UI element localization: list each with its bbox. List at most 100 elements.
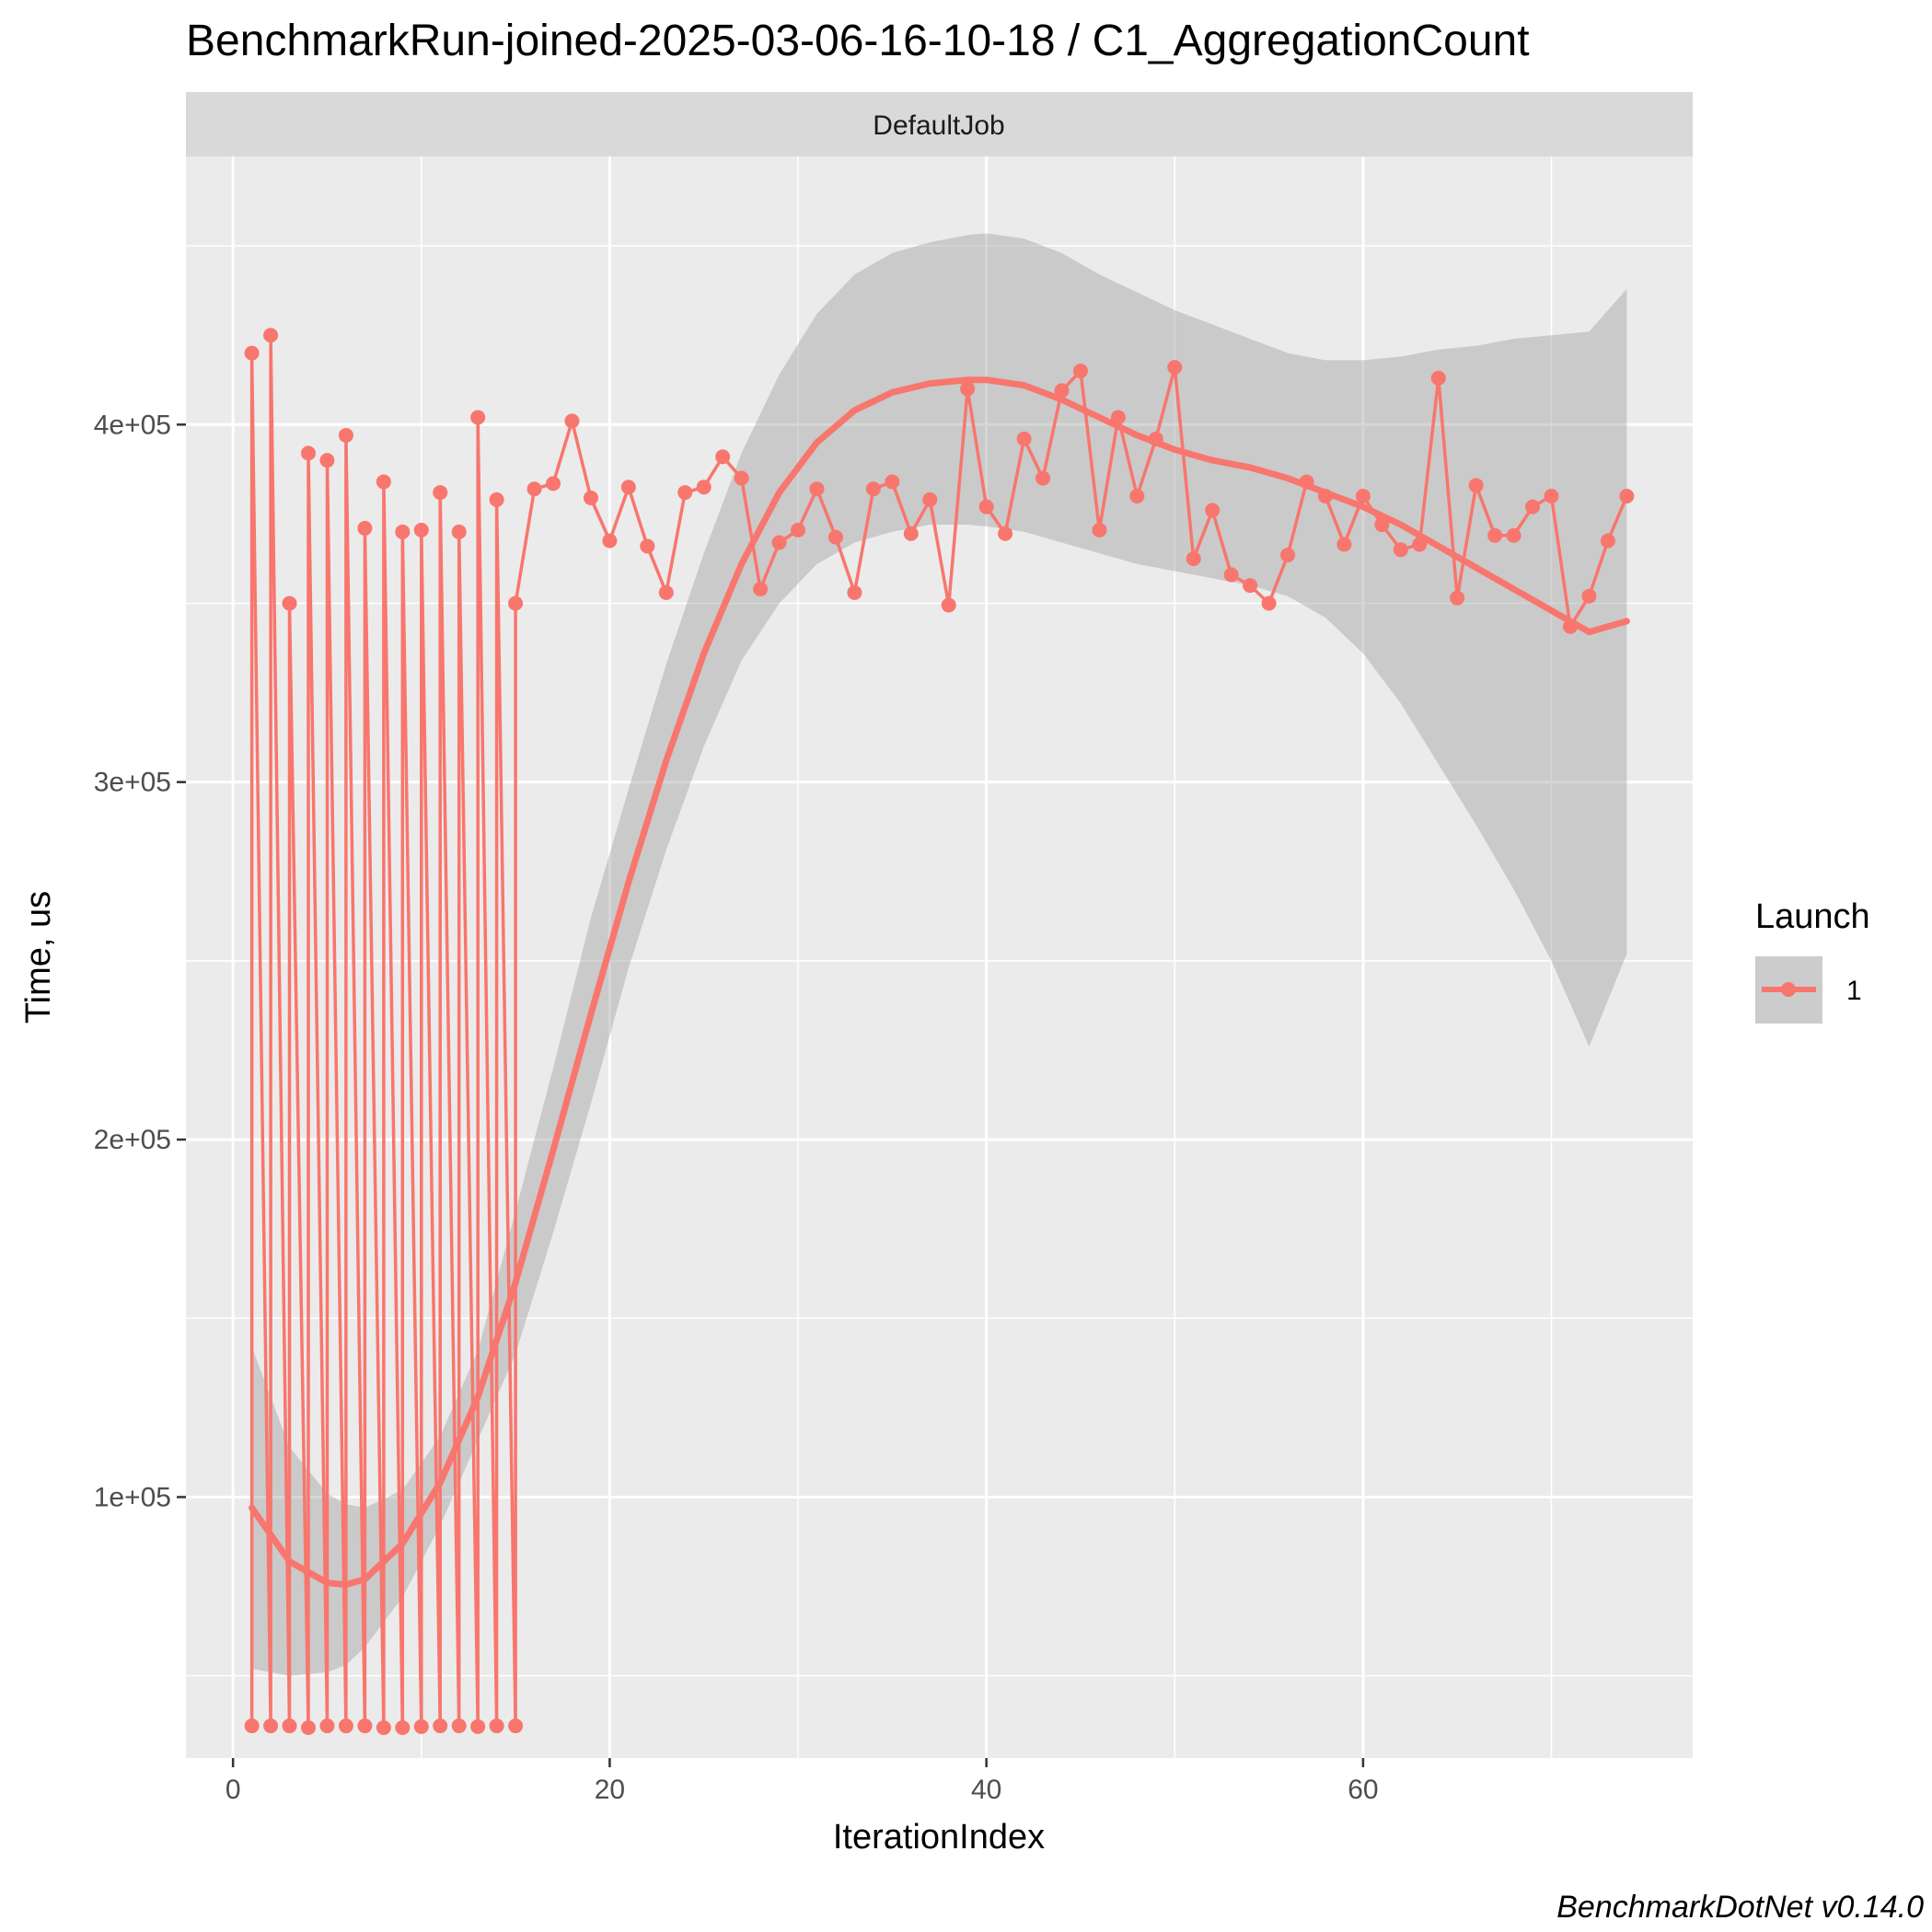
data-point — [1336, 537, 1352, 552]
data-point — [998, 526, 1013, 541]
data-point — [1525, 499, 1541, 515]
data-point — [640, 538, 655, 554]
data-point — [847, 584, 862, 600]
data-point — [583, 490, 598, 505]
data-point — [301, 445, 317, 461]
data-point — [301, 1719, 317, 1735]
data-point — [1430, 370, 1446, 386]
data-point — [357, 1718, 373, 1734]
data-point — [809, 481, 825, 497]
data-point — [960, 381, 976, 397]
data-point — [1167, 360, 1183, 376]
x-tick-label: 20 — [595, 1775, 625, 1805]
y-tick-label: 3e+05 — [94, 768, 171, 798]
data-point — [451, 1718, 467, 1734]
y-axis: 1e+05 2e+05 3e+05 4e+05 — [94, 410, 186, 1512]
data-point — [1072, 364, 1088, 379]
data-point — [753, 581, 769, 596]
data-point — [865, 481, 881, 497]
data-point — [319, 453, 335, 469]
data-point — [395, 524, 411, 539]
y-axis-title: Time, us — [19, 891, 58, 1024]
data-point — [1355, 488, 1371, 503]
data-point — [395, 1719, 411, 1735]
legend-key-point — [1781, 982, 1796, 997]
data-point — [244, 1718, 260, 1734]
data-point — [1280, 548, 1296, 563]
data-point — [489, 492, 504, 507]
data-point — [433, 1718, 448, 1734]
smooth-line-layer — [249, 376, 1630, 1589]
data-point — [1393, 542, 1408, 558]
data-point — [470, 1718, 486, 1734]
data-point — [1205, 503, 1221, 518]
data-point — [1487, 527, 1503, 543]
data-point — [885, 474, 900, 490]
data-point — [319, 1718, 335, 1734]
data-point — [413, 1718, 429, 1734]
facet-strip — [186, 92, 1693, 156]
data-point — [1129, 488, 1145, 503]
y-tick-label: 4e+05 — [94, 410, 171, 440]
confidence-band — [251, 233, 1627, 1676]
data-point — [903, 526, 919, 541]
data-point — [470, 410, 486, 425]
data-point — [376, 1719, 391, 1735]
data-point — [338, 427, 353, 443]
x-tick-label: 40 — [971, 1775, 1001, 1805]
y-tick-label: 1e+05 — [94, 1482, 171, 1512]
data-point — [263, 328, 279, 343]
data-point — [791, 522, 806, 538]
data-point — [413, 522, 429, 538]
data-point — [489, 1718, 504, 1734]
data-point — [282, 596, 297, 611]
smooth-line — [249, 376, 1630, 1589]
y-tick-label: 2e+05 — [94, 1125, 171, 1155]
data-point — [546, 476, 561, 492]
data-point — [1035, 470, 1051, 486]
data-point — [677, 485, 693, 501]
data-point — [564, 413, 580, 429]
data-point — [922, 492, 938, 507]
data-point — [1054, 383, 1070, 399]
data-point — [376, 474, 391, 490]
data-point — [1450, 590, 1465, 606]
data-point — [263, 1718, 279, 1734]
x-tick-label: 0 — [226, 1775, 241, 1805]
data-point — [508, 596, 524, 611]
caption: BenchmarkDotNet v0.14.0 — [1556, 1890, 1924, 1925]
data-point — [734, 470, 749, 486]
data-point — [1186, 550, 1201, 566]
data-point — [1223, 567, 1239, 583]
data-point — [1261, 596, 1277, 611]
data-point — [1243, 578, 1258, 594]
data-point — [941, 597, 956, 613]
data-point — [771, 535, 787, 550]
data-point — [1468, 478, 1484, 493]
data-point — [526, 481, 542, 497]
data-point — [602, 533, 618, 549]
minor-gridlines — [186, 156, 1693, 1758]
x-axis-title: IterationIndex — [833, 1818, 1045, 1857]
series-layer — [244, 328, 1635, 1735]
data-point — [244, 345, 260, 361]
legend: Launch 1 — [1755, 897, 1870, 1024]
chart-title: BenchmarkRun-joined-2025-03-06-16-10-18 … — [186, 17, 1530, 65]
data-point — [357, 520, 373, 536]
data-point — [433, 485, 448, 501]
data-point — [620, 480, 636, 495]
data-point — [451, 524, 467, 539]
data-point — [1619, 488, 1635, 503]
data-point — [1016, 431, 1032, 446]
data-point — [1600, 533, 1615, 549]
data-point — [1544, 488, 1559, 503]
data-point — [827, 529, 843, 545]
data-point — [1581, 588, 1597, 604]
data-point — [508, 1718, 524, 1734]
data-point — [1506, 527, 1521, 543]
x-tick-label: 60 — [1348, 1775, 1378, 1805]
confidence-band-layer — [251, 233, 1627, 1676]
data-point — [715, 449, 731, 465]
data-point — [338, 1718, 353, 1734]
